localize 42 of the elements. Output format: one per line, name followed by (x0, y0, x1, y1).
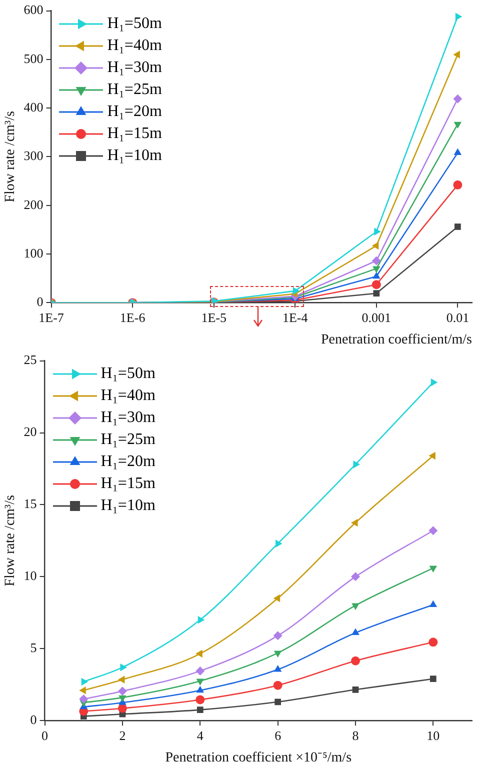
x-tick-label: 0.001 (362, 310, 392, 325)
x-tick-label: 1E-4 (282, 310, 308, 325)
x-tick-label: 10 (426, 728, 440, 743)
x-tick-label: 1E-7 (38, 310, 64, 325)
x-axis-title: Penetration coefficient/m/s (321, 332, 472, 348)
y-axis-title: Flow rate /cm³/s (3, 111, 18, 202)
y-tick-label: 25 (24, 352, 37, 368)
legend-label: H₁=50m (100, 364, 156, 382)
y-tick-label: 0 (36, 294, 44, 310)
x-tick-label: 8 (352, 728, 359, 743)
x-tick-label: 4 (196, 728, 204, 743)
legend-label: H₁=25m (100, 430, 156, 448)
y-tick-label: 200 (24, 196, 44, 212)
y-tick-label: 0 (30, 712, 37, 728)
y-tick-label: 300 (24, 148, 44, 164)
x-tick-label: 1E-5 (201, 310, 226, 325)
x-tick-label: 0.01 (446, 310, 470, 325)
y-tick-label: 600 (24, 2, 44, 18)
x-tick-label: 2 (119, 728, 126, 743)
legend-label: H₁=20m (107, 102, 162, 120)
legend-label: H₁=40m (107, 36, 162, 54)
x-tick-label: 6 (274, 728, 282, 743)
legend-label: H₁=10m (100, 496, 156, 514)
y-tick-label: 5 (30, 640, 37, 656)
y-tick-label: 100 (24, 245, 44, 260)
legend-label: H₁=25m (107, 80, 162, 98)
legend-label: H₁=15m (107, 124, 162, 142)
legend-label: H₁=30m (100, 408, 156, 426)
y-tick-label: 15 (24, 496, 37, 512)
y-tick-label: 10 (24, 568, 37, 584)
y-axis-title: Flow rate /cm³/s (3, 495, 18, 586)
x-tick-label: 1E-6 (120, 310, 146, 325)
y-tick-label: 20 (24, 424, 37, 440)
y-tick-label: 500 (24, 50, 44, 66)
legend-label: H₁=20m (100, 452, 156, 470)
x-axis-title: Penetration coefficient ×10⁻⁵/m/s (165, 750, 352, 766)
y-tick-label: 400 (24, 99, 44, 114)
legend-label: H₁=10m (107, 146, 162, 164)
legend-label: H₁=30m (107, 58, 162, 76)
legend-label: H₁=40m (100, 386, 156, 404)
legend-label: H₁=50m (107, 14, 162, 32)
legend-label: H₁=15m (100, 474, 156, 492)
